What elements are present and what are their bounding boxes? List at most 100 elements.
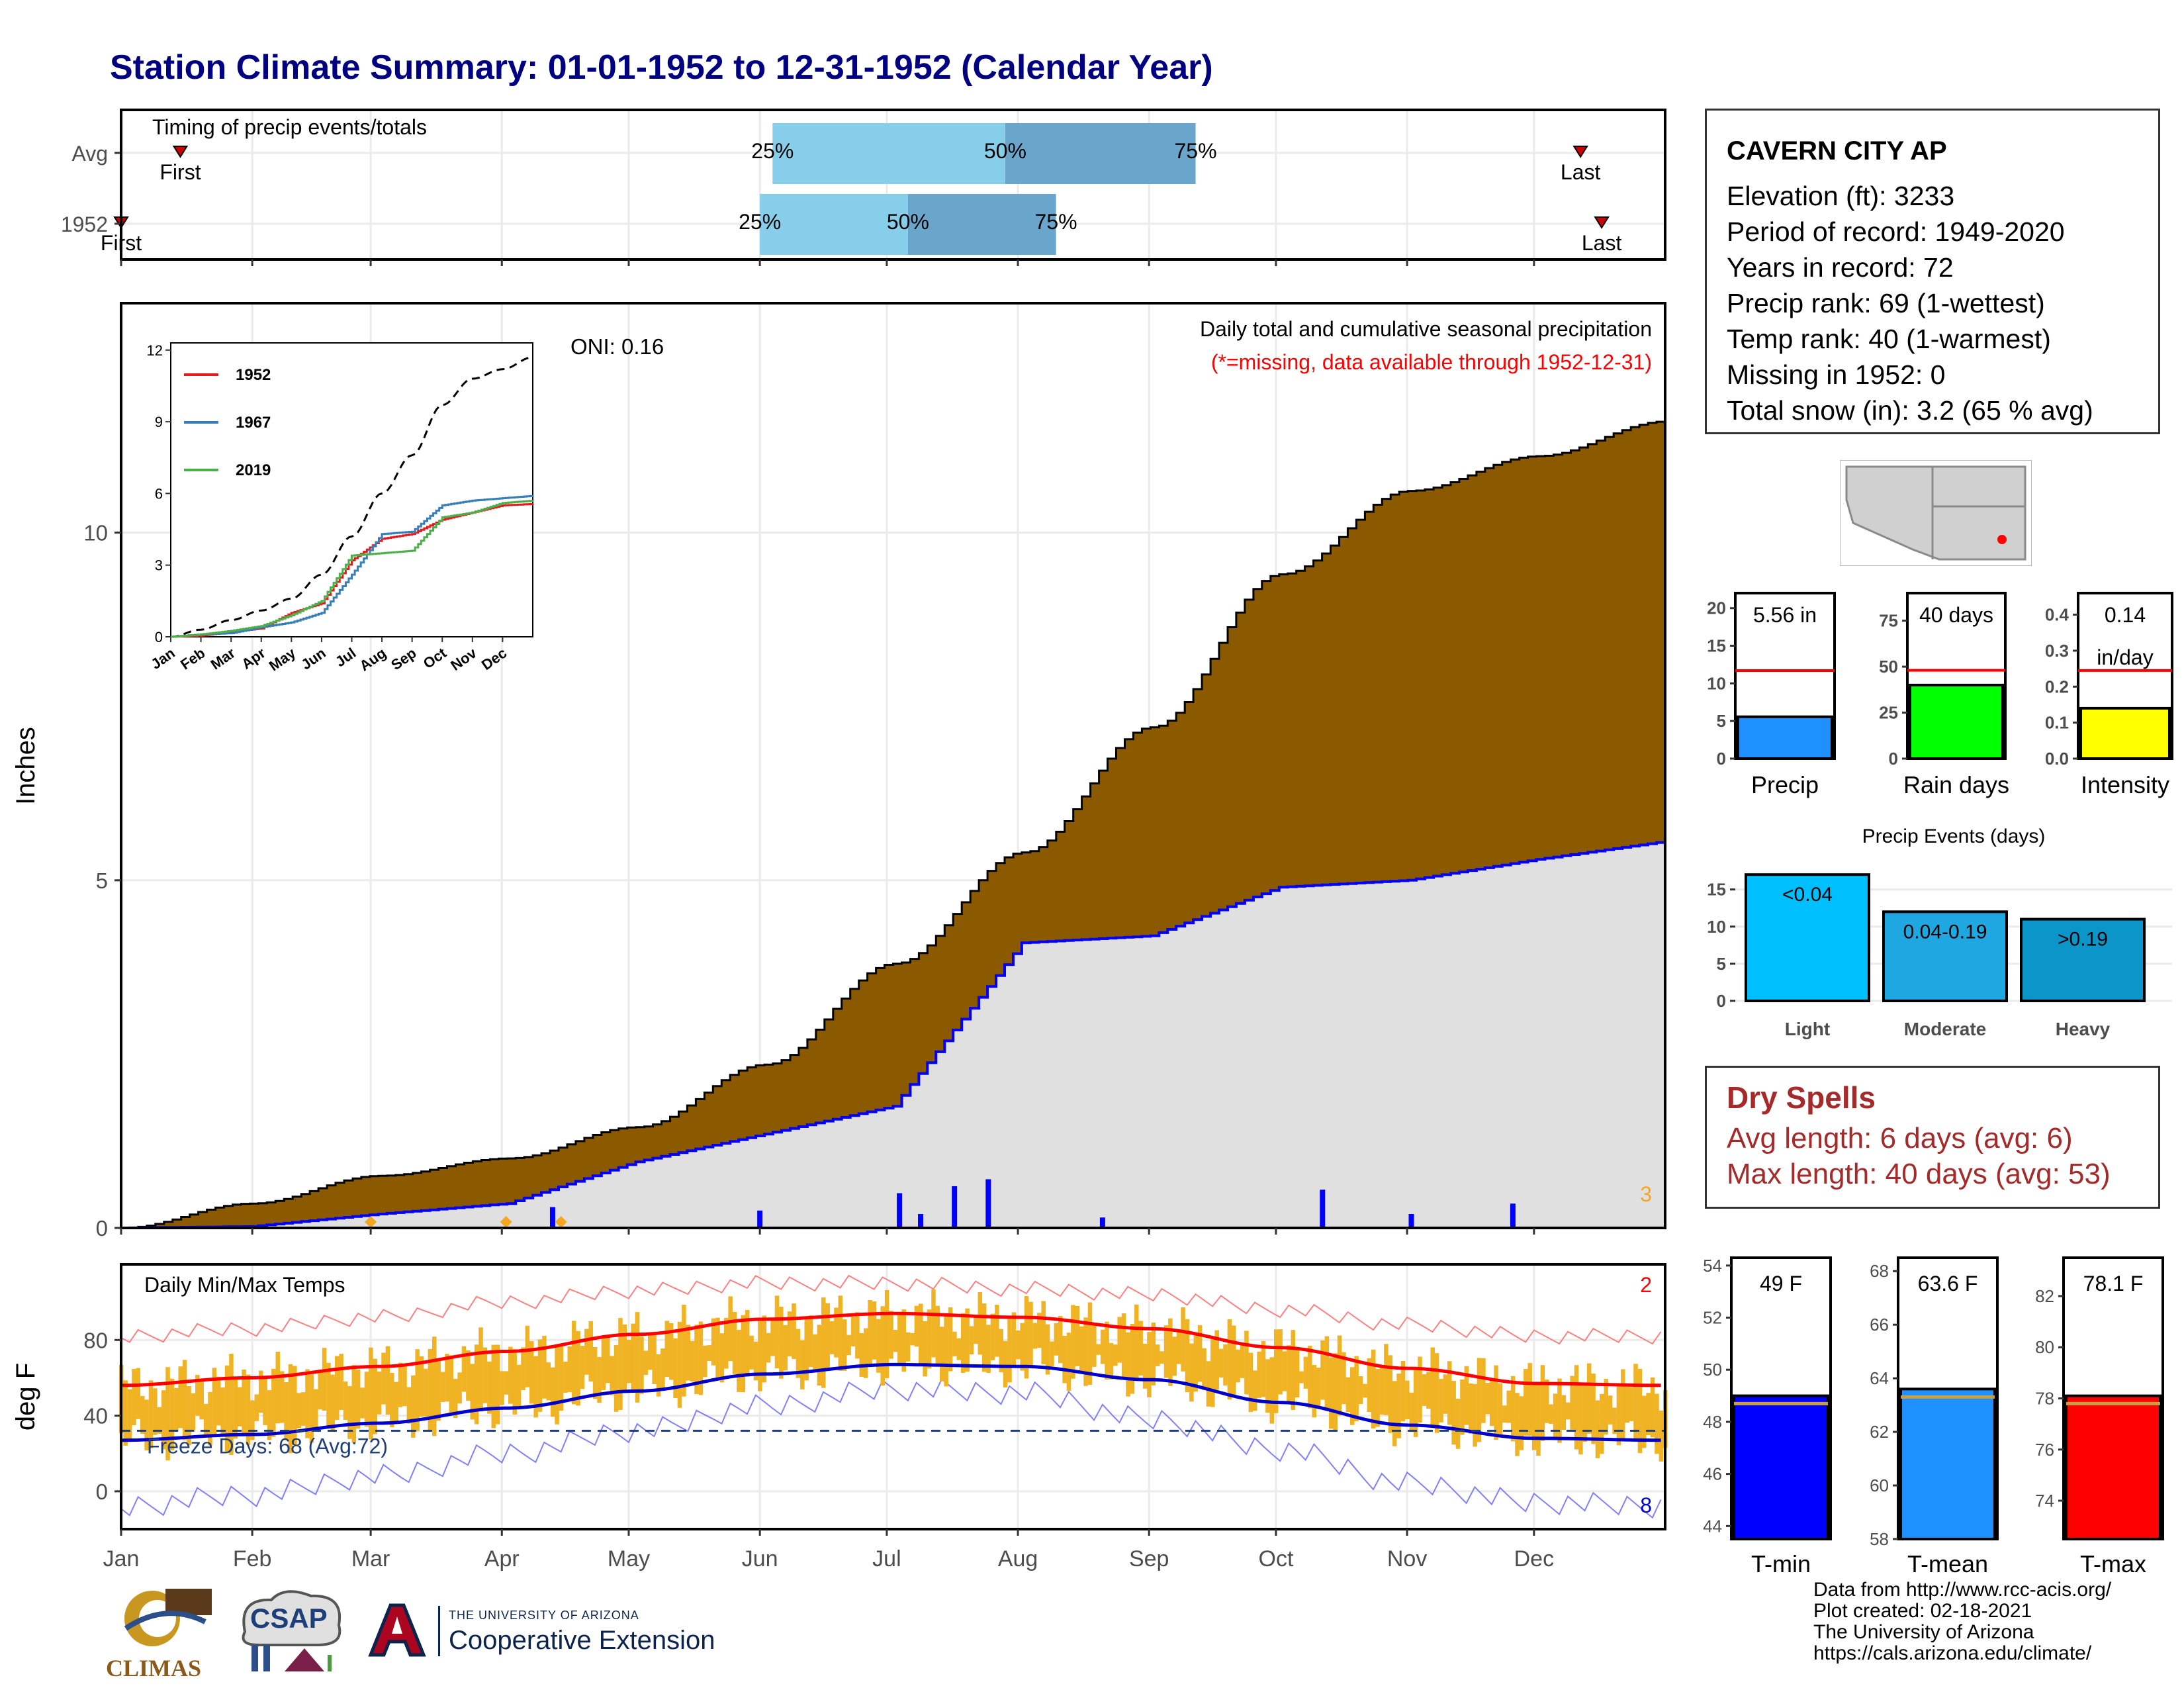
daily-temp-bar [1434,1353,1439,1433]
daily-temp-bar [884,1289,889,1378]
daily-temp-bar [1261,1340,1266,1397]
daily-temp-bar [1105,1321,1109,1380]
daily-temp-bar [1616,1383,1621,1446]
station-line: Years in record: 72 [1727,252,1954,283]
daily-temp-bar [1227,1319,1232,1400]
daily-temp-bar [999,1329,1003,1372]
source-notes: Data from http://www.rcc-acis.org/ Plot … [1813,1579,2111,1664]
timing-row-label: 1952 [61,212,108,236]
daily-temp-bar [711,1318,716,1366]
daily-temp-bar [1248,1352,1253,1413]
daily-temp-bar [1358,1376,1363,1405]
daily-precip-bar [1099,1217,1105,1228]
daily-temp-bar [986,1325,991,1374]
last-label: Last [1582,231,1622,255]
temp-mini-y-tick: 60 [1870,1476,1889,1495]
daily-temp-bar [1083,1317,1088,1386]
daily-temp-bar [664,1321,670,1378]
daily-temp-bar [1024,1296,1029,1379]
daily-temp-bar [643,1350,649,1375]
temp-mini-y-tick: 82 [2035,1286,2054,1306]
temp-mini-value: 63.6 F [1918,1272,1978,1295]
daily-temp-bar [1054,1323,1059,1356]
daily-temp-bar [1540,1365,1545,1441]
precip-y-label: Inches [11,727,40,805]
daily-temp-bar [1003,1340,1008,1388]
daily-temp-bar [770,1320,775,1356]
record-max-line [120,1274,1662,1345]
daily-temp-bar [127,1389,132,1442]
daily-temp-bar [1020,1323,1024,1371]
daily-temp-bar [960,1313,966,1374]
daily-temp-bar [698,1321,704,1395]
daily-temp-bar [1392,1381,1397,1446]
month-tick-label: Nov [1387,1546,1427,1571]
daily-temp-bar [914,1305,919,1347]
daily-temp-bar [1117,1317,1122,1363]
daily-temp-bar [1299,1371,1304,1383]
daily-temp-bar [897,1315,902,1364]
daily-temp-bar [614,1344,619,1412]
daily-temp-bar [719,1333,725,1383]
daily-temp-bar [1096,1344,1101,1355]
snow-marker [500,1216,512,1228]
inset-y-tick: 6 [155,485,163,502]
temp-mini-y-tick: 80 [2035,1337,2054,1357]
daily-temp-bar [952,1331,957,1356]
daily-temp-bar [622,1324,627,1393]
average-min-line [120,1362,1661,1442]
daily-temp-bar [1244,1331,1249,1395]
daily-temp-bar [466,1350,471,1401]
daily-temp-bar [796,1329,801,1378]
daily-temp-bar [1333,1353,1338,1432]
daily-temp-bar [1536,1383,1541,1456]
first-label: First [159,160,201,184]
temp-mini-y-tick: 76 [2035,1440,2054,1460]
daily-temp-bar [686,1325,690,1381]
station-location-dot [1997,535,2007,544]
daily-temp-bar [868,1299,872,1365]
daily-temp-bar [800,1340,805,1389]
daily-temp-bar [1477,1358,1482,1442]
daily-temp-bar [1384,1344,1388,1415]
daily-temp-bar [901,1309,906,1372]
mini-y-tick: 0.1 [2045,713,2069,733]
daily-temp-bar [1045,1324,1050,1375]
daily-precip-bar [897,1193,903,1228]
timing-bar-25-50 [760,194,908,255]
inset-y-tick: 12 [147,342,163,359]
dry-spells-avg: Avg length: 6 days (avg: 6) [1727,1122,2073,1154]
daily-temp-bar [1426,1372,1431,1409]
mini-y-tick: 20 [1707,598,1726,618]
daily-temp-bar [627,1340,631,1383]
daily-temp-bar [758,1317,762,1391]
temp-mini-value: 49 F [1760,1272,1802,1295]
daily-temp-bar [1646,1393,1651,1435]
temp-title: Daily Min/Max Temps [144,1273,345,1297]
temp-mini-y-tick: 44 [1703,1516,1722,1536]
month-tick-label: Sep [1129,1546,1169,1571]
daily-temp-bar [1570,1376,1574,1430]
precip-y-tick: 5 [96,868,108,893]
daily-temp-bar [741,1315,746,1393]
precip-panel-border [120,302,1666,1229]
daily-temp-bar [300,1392,306,1426]
daily-temp-bar [178,1366,183,1429]
daily-temp-bar [1168,1318,1173,1386]
daily-temp-bar [360,1387,365,1419]
mini-y-tick: 0.0 [2045,749,2069,769]
daily-temp-bar [592,1347,598,1399]
daily-temp-bar [1075,1305,1080,1366]
daily-temp-bar [783,1325,788,1371]
daily-temp-bar [1028,1301,1033,1367]
station-line: Precip rank: 69 (1-wettest) [1727,288,2045,318]
daily-temp-bar [208,1391,212,1446]
daily-temp-bar [1100,1329,1105,1364]
inset-series-line [171,500,534,638]
daily-temp-bar [1464,1366,1469,1425]
daily-temp-bar [1160,1351,1164,1364]
csap-logo-text: CSAP [250,1603,328,1634]
daily-temp-bar [436,1360,441,1421]
daily-temp-bar [927,1309,932,1369]
daily-temp-bar [749,1335,754,1370]
